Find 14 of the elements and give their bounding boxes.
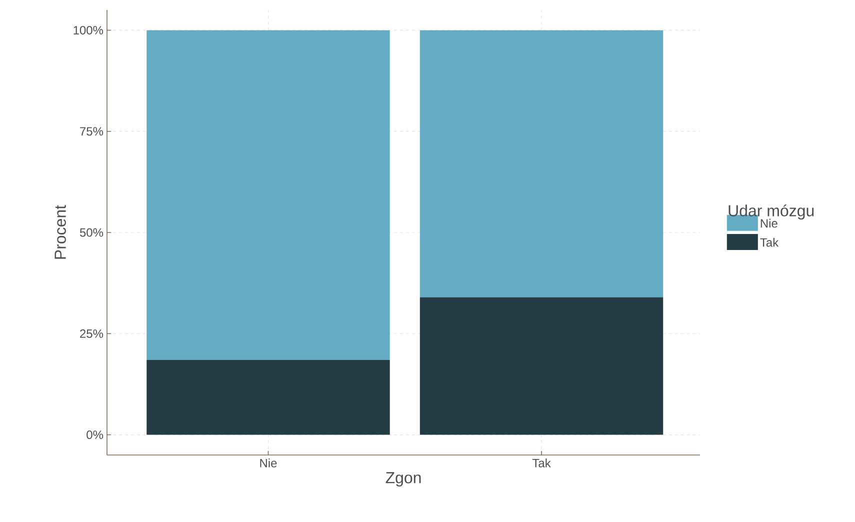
legend-label: Tak <box>760 238 779 247</box>
bar <box>420 297 664 435</box>
y-tick-label: 25% <box>80 329 104 338</box>
y-axis-title: Procent <box>54 205 66 259</box>
y-tick-label: 0% <box>86 430 104 440</box>
bar <box>420 30 664 298</box>
legend-label: Nie <box>760 218 778 228</box>
y-tick-label: 50% <box>80 228 104 237</box>
y-tick-label: 75% <box>80 127 104 136</box>
bar <box>146 360 390 435</box>
legend-title: Udar mózgu <box>728 204 814 220</box>
bar <box>146 30 390 360</box>
y-tick-label: 100% <box>74 26 104 34</box>
x-axis-title: Zgon <box>386 472 421 487</box>
